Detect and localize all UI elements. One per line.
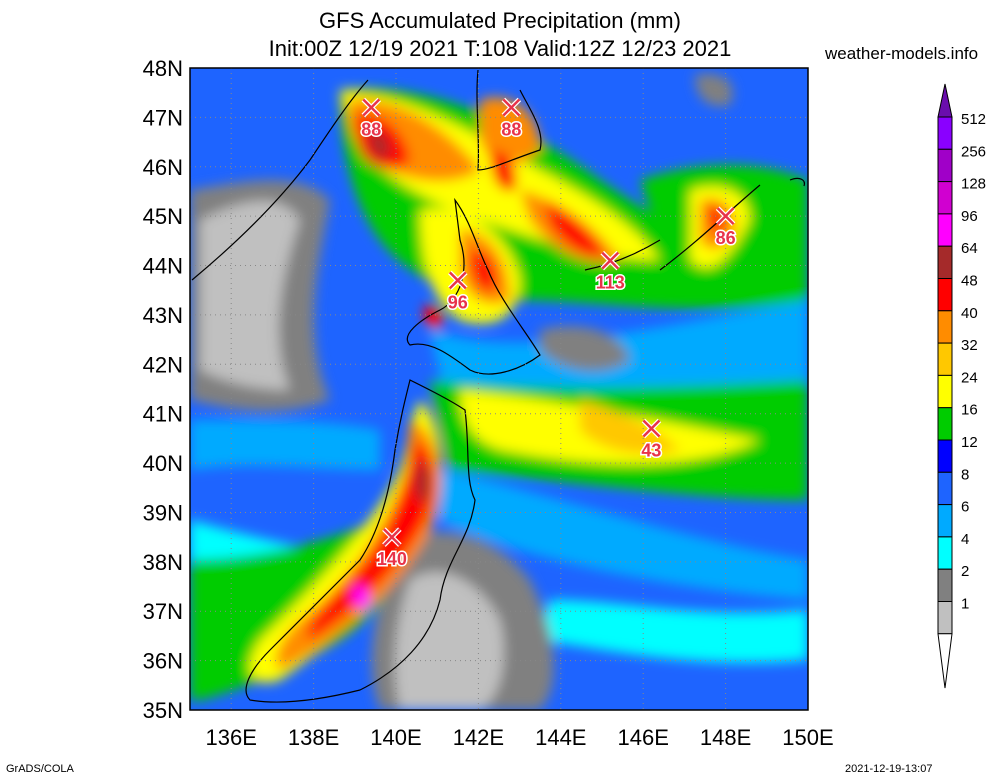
legend-level-label: 8 [961, 466, 969, 483]
legend-swatch [937, 471, 953, 506]
marker-value: 88 [501, 120, 521, 140]
legend-level-label: 32 [961, 337, 978, 354]
lon-tick-label: 148E [700, 725, 751, 750]
marker-cross [362, 98, 381, 117]
chart-title: GFS Accumulated Precipitation (mm) [319, 8, 681, 33]
max-marker: 88 [500, 97, 523, 141]
marker-cross [502, 98, 521, 117]
lon-tick-label: 136E [206, 725, 257, 750]
lon-axis: 136E 138E 140E 142E 144E 146E 148E 150E [206, 725, 834, 750]
marker-cross [642, 419, 661, 438]
chart-subtitle: Init:00Z 12/19 2021 T:108 Valid:12Z 12/2… [268, 36, 732, 61]
legend-level-label: 1 [961, 596, 969, 613]
lat-tick-label: 45N [143, 204, 183, 229]
map-gridlines [190, 68, 808, 710]
lat-tick-label: 43N [143, 303, 183, 328]
legend-level-label: 12 [961, 434, 978, 451]
footer-timestamp: 2021-12-19-13:07 [845, 763, 933, 775]
legend-swatch [937, 116, 953, 150]
legend-swatch [937, 245, 953, 279]
lat-tick-label: 40N [143, 451, 183, 476]
lon-tick-label: 144E [535, 725, 586, 750]
footer-credit: GrADS/COLA [6, 763, 74, 775]
legend-swatch [937, 439, 953, 473]
max-marker: 88 [360, 97, 383, 141]
lon-tick-label: 138E [288, 725, 339, 750]
legend-swatch [937, 181, 953, 215]
legend-swatch [937, 568, 953, 603]
lat-tick-label: 48N [143, 56, 183, 81]
lat-tick-label: 41N [143, 402, 183, 427]
legend-top-arrow [937, 83, 953, 118]
lon-tick-label: 142E [453, 725, 504, 750]
legend-level-label: 96 [961, 208, 978, 225]
marker-cross [382, 528, 401, 547]
legend-level-label: 64 [961, 240, 978, 257]
legend-level-label: 6 [961, 499, 969, 516]
max-marker: 86 [714, 206, 737, 250]
lon-tick-label: 150E [782, 725, 833, 750]
coastlines [191, 69, 805, 703]
legend-swatch [937, 310, 953, 344]
lat-tick-label: 35N [143, 698, 183, 723]
marker-value: 86 [716, 228, 736, 248]
marker-value: 96 [448, 292, 468, 312]
lat-tick-label: 39N [143, 500, 183, 525]
max-markers: 88 88 86 113 96 43 140 [360, 97, 737, 571]
legend-level-label: 48 [961, 273, 978, 290]
lon-tick-label: 146E [618, 725, 669, 750]
legend-level-label: 4 [961, 531, 969, 548]
max-marker: 43 [640, 418, 663, 462]
legend-swatch [937, 536, 953, 570]
legend-level-label: 256 [961, 143, 986, 160]
legend-swatch [937, 213, 953, 247]
legend-level-label: 40 [961, 305, 978, 322]
legend-level-label: 16 [961, 402, 978, 419]
legend-swatch [937, 407, 953, 441]
legend-swatch [937, 278, 953, 312]
legend-swatch [937, 342, 953, 376]
lat-tick-label: 46N [143, 155, 183, 180]
site-credit: weather-models.info [825, 44, 979, 63]
lon-tick-label: 140E [370, 725, 421, 750]
marker-cross [716, 207, 735, 226]
marker-value: 43 [641, 441, 661, 461]
marker-cross [448, 271, 467, 290]
legend-swatch [937, 601, 953, 635]
max-marker: 113 [594, 250, 626, 294]
legend-level-label: 2 [961, 563, 969, 580]
lat-tick-label: 37N [143, 599, 183, 624]
legend-swatch [937, 504, 953, 538]
max-marker: 96 [446, 270, 469, 314]
marker-value: 88 [361, 120, 381, 140]
max-marker: 140 [375, 527, 408, 571]
legend-level-label: 512 [961, 111, 986, 128]
lat-tick-label: 44N [143, 254, 183, 279]
lat-tick-label: 36N [143, 649, 183, 674]
legend-level-label: 128 [961, 176, 986, 193]
lat-tick-label: 42N [143, 352, 183, 377]
legend-swatch [937, 374, 953, 409]
lat-axis: 48N 47N 46N 45N 44N 43N 42N 41N 40N 39N 38N 37N 36N 3… [143, 56, 183, 723]
legend-bottom-arrow [937, 633, 953, 689]
legend-level-label: 24 [961, 369, 978, 386]
marker-cross [601, 251, 620, 270]
map-frame [189, 67, 809, 711]
lat-tick-label: 38N [143, 550, 183, 575]
legend-swatch [937, 148, 953, 183]
marker-value: 140 [377, 549, 407, 569]
lat-tick-label: 47N [143, 105, 183, 130]
marker-value: 113 [596, 273, 625, 293]
